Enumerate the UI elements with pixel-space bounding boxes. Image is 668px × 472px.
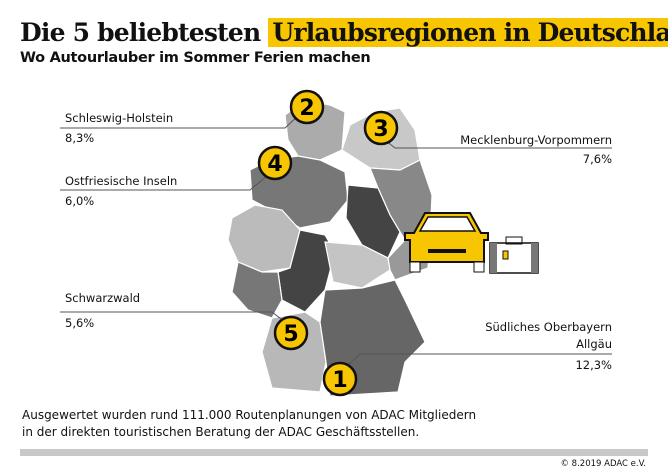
copyright: © 8.2019 ADAC e.V.: [560, 459, 646, 469]
rank-number-5: 5: [283, 322, 298, 347]
region-value-4: 6,0%: [65, 194, 95, 208]
rank-number-4: 4: [267, 152, 282, 177]
region-name-5: Schwarzwald: [65, 291, 141, 305]
footnote: Ausgewertet wurden rund 111.000 Routenpl…: [22, 407, 476, 441]
title-part: Die 5 beliebtesten: [20, 18, 261, 47]
rank-badge-1: [322, 361, 358, 397]
page-title: Die 5 beliebtesten Urlaubsregionen in De…: [20, 18, 668, 47]
region-name-4: Ostfriesische Inseln: [65, 174, 178, 188]
state-sachsen-anhalt: [345, 184, 401, 259]
region-name-3: Mecklenburg-Vorpommern: [460, 133, 612, 147]
rank-number-3: 3: [373, 117, 388, 142]
region-value-1: 12,3%: [575, 358, 612, 372]
leader-line-5: [60, 311, 286, 323]
title-highlight: Urlaubsregionen in Deutschland: [268, 18, 668, 47]
bottom-bar: [20, 449, 648, 456]
region-value-3: 7,6%: [582, 152, 612, 166]
state-rheinland-pfalz: [231, 261, 283, 319]
rank-badge-5: [273, 315, 309, 351]
suitcase-icon: [489, 236, 539, 274]
rank-badge-2: [289, 89, 325, 125]
rank-badge-3: [363, 110, 399, 146]
subtitle: Wo Autourlauber im Sommer Ferien machen: [20, 50, 371, 66]
rank-badge-4: [257, 145, 293, 181]
region-name-1b: Allgäu: [576, 337, 612, 351]
footnote-line: in der direkten touristischen Beratung d…: [22, 425, 420, 439]
rank-number-1: 1: [332, 368, 347, 393]
rank-number-2: 2: [299, 96, 314, 121]
region-value-5: 5,6%: [65, 316, 95, 330]
region-name-1: Südliches Oberbayern: [485, 320, 612, 334]
region-name-2: Schleswig-Holstein: [65, 111, 174, 125]
region-value-2: 8,3%: [65, 131, 95, 145]
car-icon: [404, 212, 489, 273]
footnote-line: Ausgewertet wurden rund 111.000 Routenpl…: [22, 408, 477, 422]
leader-line-4: [60, 174, 269, 191]
leader-line-1: [344, 353, 612, 369]
